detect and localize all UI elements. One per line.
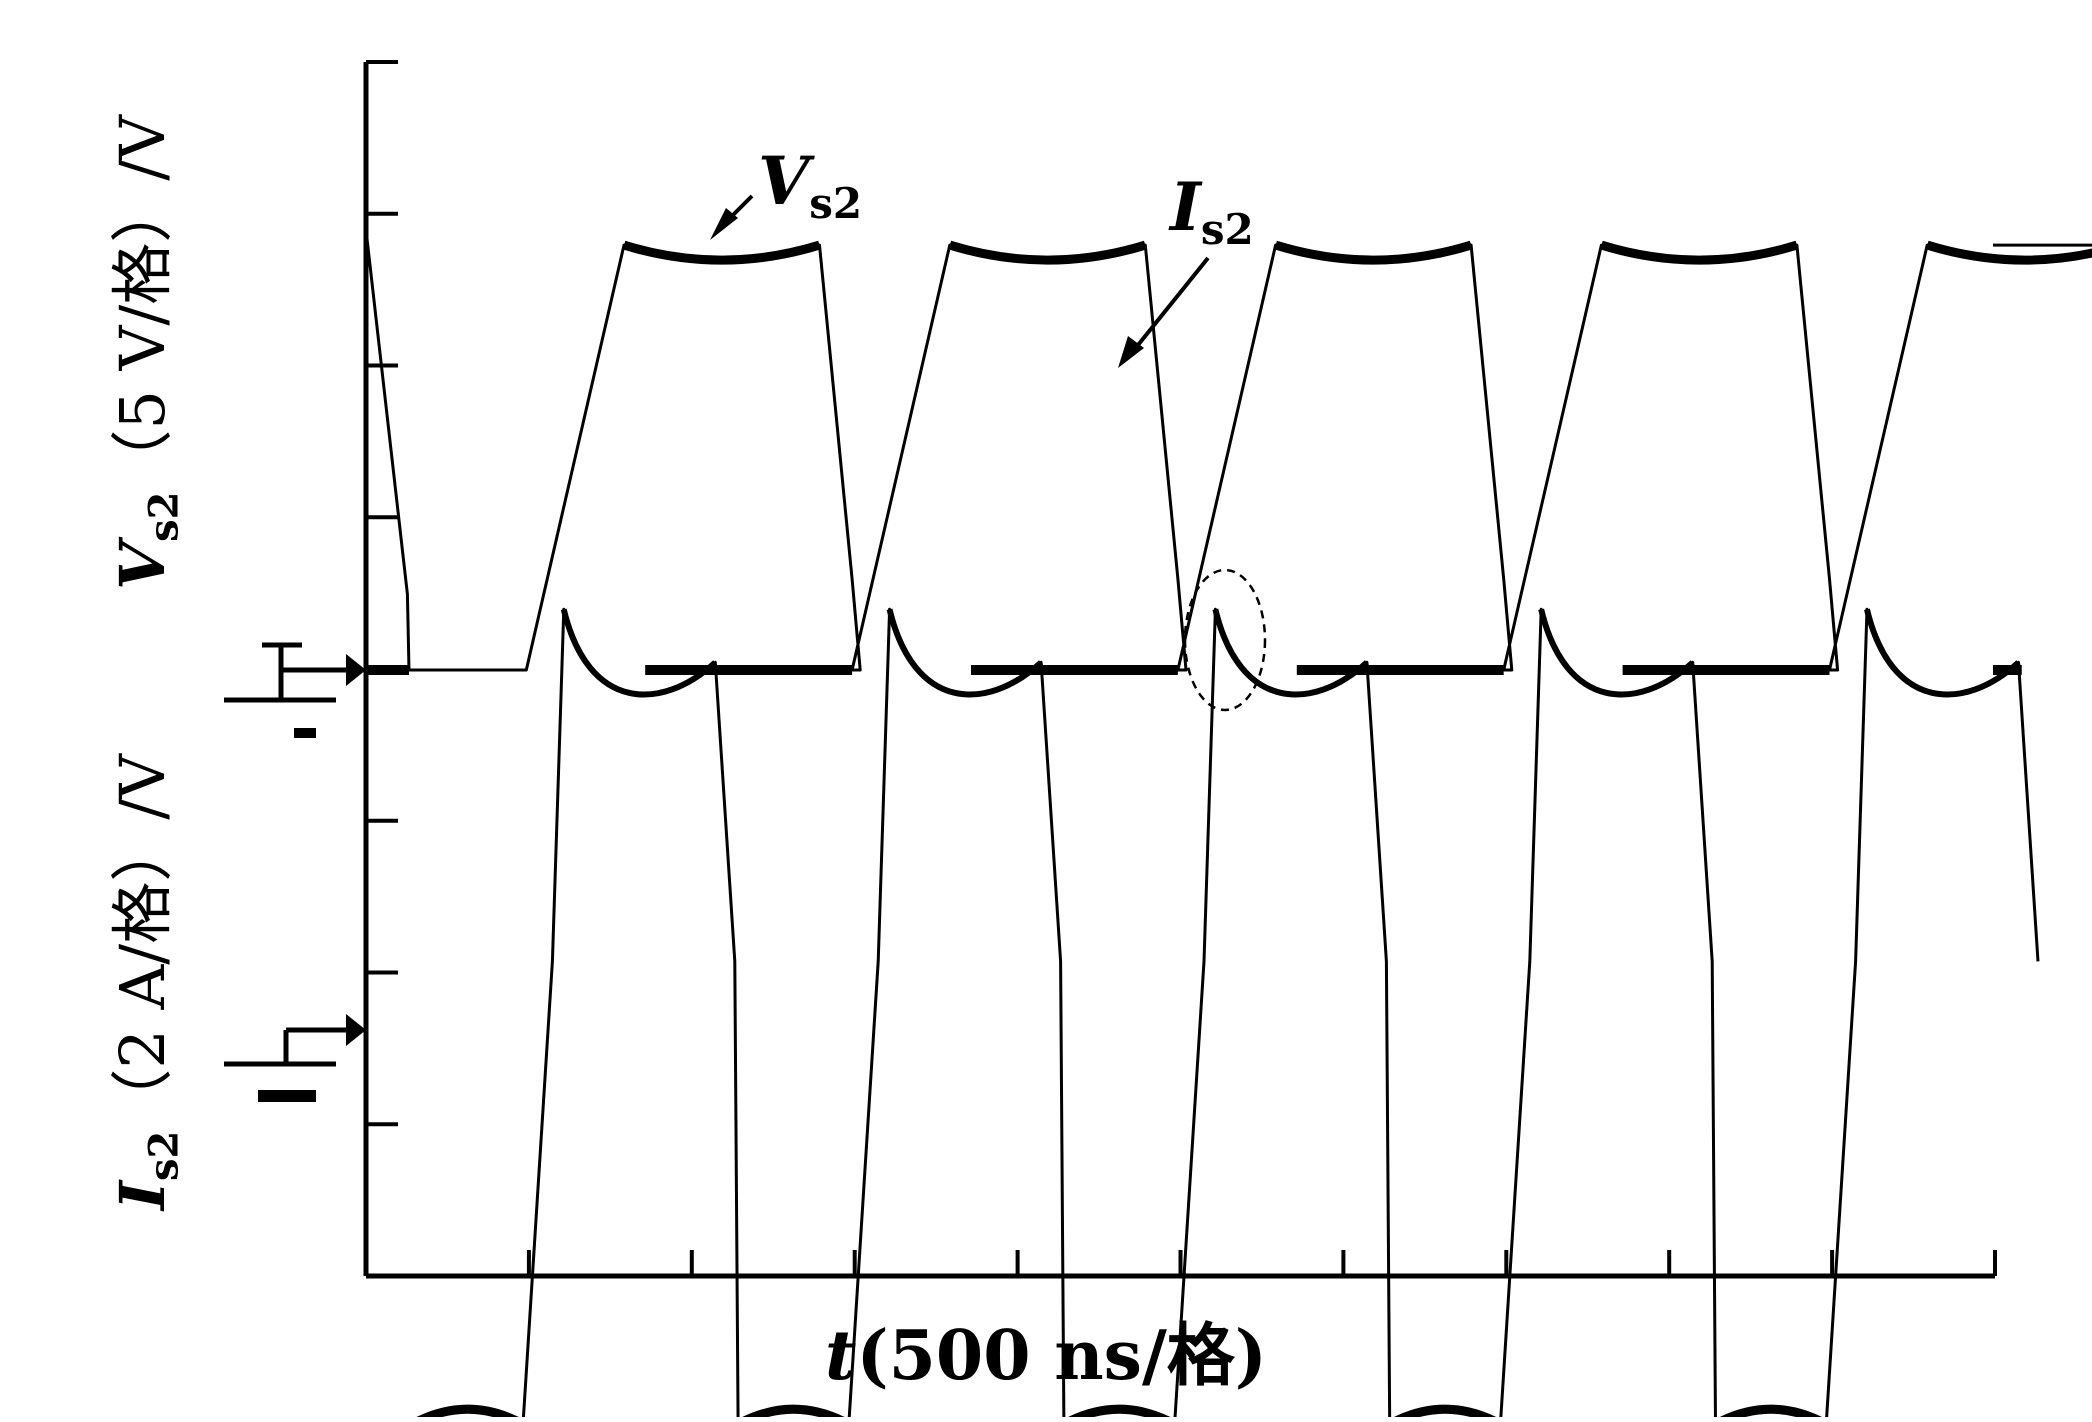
- is2-trough-plateau: [1061, 1404, 1177, 1422]
- is2-peak-arc: [1212, 608, 1369, 698]
- channel-markers: [224, 642, 366, 1102]
- vs2-marker-bar: [294, 728, 316, 738]
- is2-marker-bar: [258, 1090, 316, 1102]
- trace-is2: [413, 607, 2040, 1422]
- is2-trough-plateau: [735, 1404, 851, 1422]
- is2-peak-arc: [886, 608, 1044, 698]
- traces: [364, 194, 2092, 1422]
- vs2-high-plateau: [1274, 240, 1473, 265]
- is2-marker-arrow: [346, 1014, 366, 1046]
- is2-callout-arrow: [1128, 256, 1210, 357]
- vs2-high-plateau: [1600, 240, 1799, 265]
- vs2-high-plateau: [948, 240, 1147, 265]
- series-label-vs2: Vs2: [758, 142, 863, 229]
- vs2-callout-arrowhead: [710, 208, 738, 240]
- is2-trough-plateau: [1387, 1404, 1503, 1422]
- vs2-high-plateau: [622, 240, 821, 265]
- y-axis-label-vs2: Vs2（5 V/格）/V: [106, 115, 188, 590]
- zvs-annotation-ellipse: [1183, 568, 1267, 712]
- series-label-is2: Is2: [1170, 168, 1254, 255]
- is2-peak-arc: [1538, 608, 1695, 698]
- is2-trough-plateau: [1713, 1404, 1829, 1422]
- x-axis-label: t(500 ns/格): [825, 1316, 1267, 1396]
- y-axis-label-is2: Is2（2 A/格）/V: [106, 754, 188, 1210]
- is2-trough-plateau: [410, 1404, 526, 1422]
- is2-peak-arc: [1864, 608, 2021, 698]
- is2-peak-arc: [560, 608, 718, 698]
- vs2-high-plateau: [1925, 240, 2092, 265]
- is2-callout-arrowhead: [1118, 336, 1144, 368]
- vs2-marker-arrow: [346, 654, 366, 686]
- trace-vs2: [364, 229, 2092, 672]
